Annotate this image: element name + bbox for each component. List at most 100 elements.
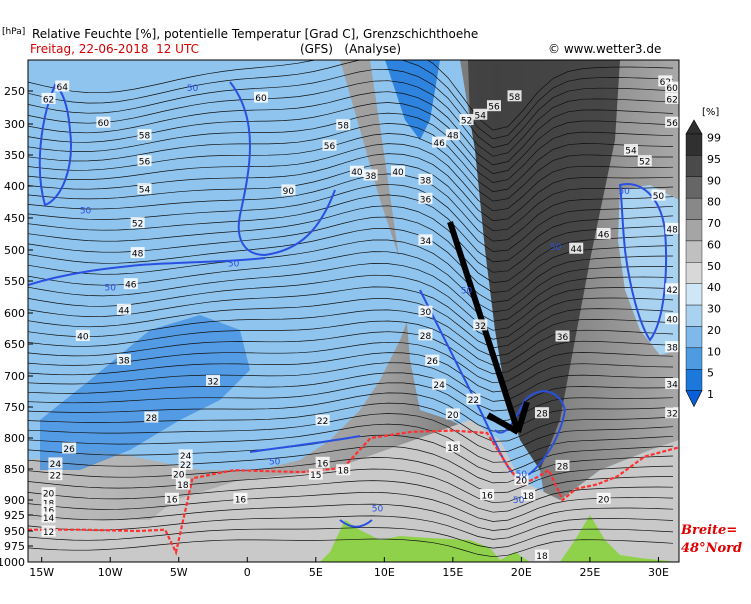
y-axis-unit: [hPa] [2,27,26,37]
theta-label: 46 [123,278,138,291]
theta-contour-line [28,538,674,558]
theta-contour-line [28,480,674,513]
latitude-annotation-line1: Breite= [681,523,738,538]
theta-label: 58 [336,119,351,132]
x-axis: 15W 10W 5W 0 5E 10E 15E 20E 25E 30E [29,557,669,579]
svg-text:44: 44 [570,245,582,255]
svg-text:28: 28 [146,414,158,424]
rh-label-layer: 50 50 50 50 50 50 50 50 50 50 50 [80,84,630,514]
y-tick-label: 450 [4,212,25,225]
svg-text:28: 28 [420,332,432,342]
theta-label: 54 [137,183,152,196]
x-tick-label: 15W [29,566,54,579]
x-tick-label: 0 [244,566,251,579]
svg-text:20: 20 [447,411,459,421]
svg-text:46: 46 [433,139,445,149]
theta-contour-line [28,309,674,357]
svg-text:46: 46 [598,231,610,241]
colorbar-label: 90 [707,174,721,187]
theta-label: 56 [665,116,680,129]
theta-contour-line [28,352,674,393]
colorbar-label: 40 [707,281,721,294]
svg-text:44: 44 [118,306,130,316]
colorbar-segment [685,219,703,242]
colorbar-segment [685,326,703,349]
rh-50-label: 50 [105,283,117,293]
svg-text:16: 16 [481,492,493,502]
svg-text:38: 38 [365,172,377,182]
rh-50-label: 50 [513,496,525,506]
theta-contour-line [28,331,674,375]
theta-label: 64 [55,80,70,93]
colorbar-label: 5 [707,367,714,380]
theta-label: 56 [137,155,152,168]
svg-text:36: 36 [420,195,432,205]
y-tick-label: 1000 [0,556,25,569]
theta-label: 28 [555,459,570,472]
theta-label: 38 [363,169,378,182]
theta-label: 20 [41,487,56,500]
y-tick-label: 250 [4,85,25,98]
y-tick-label: 650 [4,338,25,351]
valid-time: Freitag, 22-06-2018 12 UTC [30,42,199,56]
theta-contour-line [28,112,674,183]
svg-text:18: 18 [337,467,349,477]
x-tick-label: 25E [579,566,600,579]
theta-contours [28,60,674,558]
svg-text:30: 30 [420,308,432,318]
theta-label: 62 [41,92,56,105]
model-run: (GFS) (Analyse) [300,42,402,56]
svg-text:40: 40 [351,168,363,178]
theta-label: 16 [480,489,495,502]
theta-contour-line [28,69,674,149]
colorbar-bottom-arrow [685,390,703,408]
theta-label: 22 [48,469,63,482]
theta-label: 48 [130,247,145,260]
theta-label: 44 [569,242,584,255]
svg-text:24: 24 [180,452,192,462]
theta-label: 38 [418,173,433,186]
y-axis: 250 300 350 400 450 500 550 600 650 700 750 800 850 9… [0,85,33,569]
svg-text:40: 40 [77,332,89,342]
svg-text:24: 24 [50,460,62,470]
theta-label: 38 [116,354,131,367]
theta-label: 58 [507,90,522,103]
svg-text:20: 20 [173,470,185,480]
theta-label: 28 [534,407,549,420]
svg-text:14: 14 [43,514,55,524]
svg-text:20: 20 [43,490,55,500]
theta-label: 60 [96,116,111,129]
latitude-annotation-line2: 48°Nord [681,541,743,556]
y-tick-label: 500 [4,244,25,257]
svg-text:34: 34 [420,237,432,247]
svg-text:40: 40 [392,168,404,178]
svg-text:28: 28 [557,462,569,472]
theta-label: 34 [418,234,433,247]
theta-label: 52 [459,114,474,127]
theta-label: 30 [418,305,433,318]
chart-title: Relative Feuchte [%], potentielle Temper… [32,27,479,41]
theta-label: 54 [624,144,639,157]
theta-label: 48 [665,222,680,235]
theta-contour-line [28,515,674,540]
y-tick-label: 550 [4,275,25,288]
theta-contour-line [28,413,674,453]
svg-text:48: 48 [447,132,459,142]
colorbar-label: 70 [707,217,721,230]
svg-text:20: 20 [598,495,610,505]
theta-label: 36 [555,330,570,343]
y-tick-label: 850 [4,463,25,476]
theta-label: 24 [48,457,63,470]
theta-label: 58 [137,129,152,142]
svg-text:50: 50 [653,192,665,202]
theta-contour-line [28,423,674,463]
rh-50-label: 50 [372,504,384,514]
theta-label: 32 [473,319,488,332]
theta-label: 16 [315,456,330,469]
svg-text:56: 56 [488,103,500,113]
rh-field-plume-core [385,60,440,140]
y-tick-label: 800 [4,432,25,445]
svg-text:28: 28 [536,410,548,420]
y-tick-label: 400 [4,180,25,193]
theta-contour-line [28,143,674,212]
